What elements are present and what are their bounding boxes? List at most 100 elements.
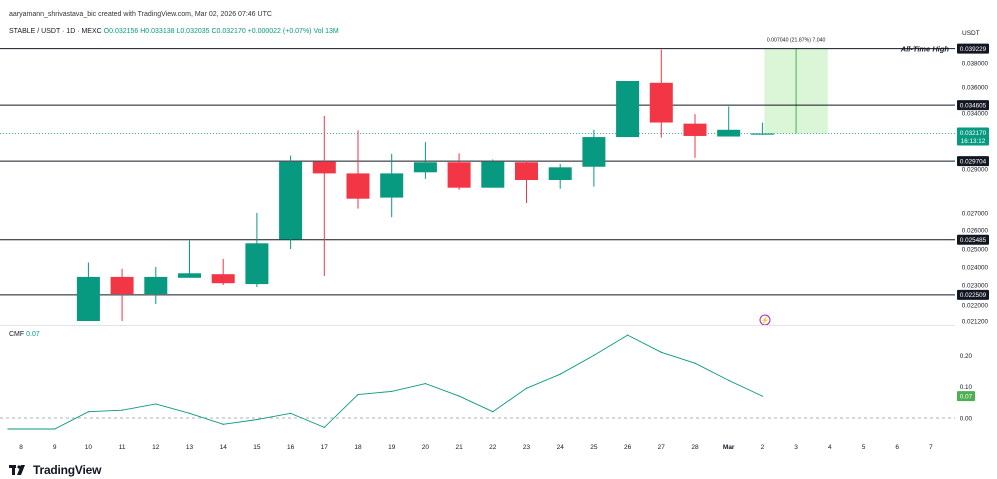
volume-label: Vol 13M xyxy=(313,28,339,35)
last-price-badge-text: 0.032170 xyxy=(960,130,987,137)
candle-body xyxy=(515,162,538,180)
level-price-badge xyxy=(957,289,989,300)
candle-body xyxy=(178,273,201,278)
cmf-point xyxy=(424,382,426,385)
time-axis-tick: 26 xyxy=(624,444,632,451)
cmf-point xyxy=(694,362,696,364)
candle-body xyxy=(110,276,134,294)
time-axis-tick: 9 xyxy=(53,444,57,451)
candle-body xyxy=(312,161,336,174)
time-axis-tick: 12 xyxy=(152,444,160,451)
cmf-name: CMF xyxy=(9,331,25,338)
time-axis-tick: 10 xyxy=(85,444,93,451)
time-axis-tick: 22 xyxy=(489,444,497,451)
cmf-point xyxy=(323,426,325,428)
cmf-line xyxy=(8,334,763,430)
price-axis-tick: 0.025000 xyxy=(962,247,989,254)
time-axis-tick: 7 xyxy=(929,444,933,451)
cmf-axis-tick: 0.20 xyxy=(960,353,973,360)
time-axis-tick: 6 xyxy=(895,444,899,451)
level-price-badge xyxy=(957,43,989,54)
cmf-point xyxy=(525,387,528,389)
level-price-badge-text: 0.039229 xyxy=(960,46,987,53)
candle-body xyxy=(717,129,741,137)
cmf-point xyxy=(256,418,258,421)
cmf-point xyxy=(458,395,460,397)
price-axis-tick: 0.029000 xyxy=(962,167,989,174)
cmf-legend: CMF 0.07 xyxy=(9,331,40,338)
candle-body xyxy=(413,162,437,173)
candle-body xyxy=(279,161,303,240)
price-axis-tick: 0.021200 xyxy=(962,319,989,326)
candle-body xyxy=(616,81,640,138)
time-axis-tick: 8 xyxy=(19,444,23,451)
time-axis-tick: 4 xyxy=(828,444,832,451)
price-axis-tick: 0.023000 xyxy=(962,283,989,290)
candle-body xyxy=(76,276,100,321)
symbol-label: STABLE / USDT · 1D · MEXC xyxy=(9,28,102,35)
time-axis-tick: 13 xyxy=(186,444,194,451)
cmf-axis-tick: 0.10 xyxy=(960,384,973,391)
candle-body xyxy=(380,173,404,198)
ohlc-values: O0.032156 H0.033138 L0.032035 C0.032170 … xyxy=(103,28,312,35)
tradingview-logo[interactable]: TradingView xyxy=(9,463,101,477)
time-axis-tick: Mar xyxy=(723,444,735,451)
last-price-badge xyxy=(957,127,989,146)
price-axis-tick: 0.034000 xyxy=(962,111,989,118)
time-axis-tick: 3 xyxy=(794,444,798,451)
cmf-value-badge xyxy=(957,391,975,402)
tradingview-logo-icon xyxy=(9,464,25,475)
time-axis-tick: 23 xyxy=(523,444,531,451)
price-axis-tick: 0.026000 xyxy=(962,228,989,235)
time-axis-tick: 16 xyxy=(287,444,295,451)
cmf-value: 0.07 xyxy=(26,331,40,338)
cmf-axis-tick: 0.00 xyxy=(960,416,973,423)
time-axis-tick: 27 xyxy=(658,444,666,451)
price-axis-tick: 0.036000 xyxy=(962,85,989,92)
time-axis-tick: 28 xyxy=(691,444,699,451)
candle-body xyxy=(346,173,370,199)
cmf-point xyxy=(728,379,730,382)
level-price-badge xyxy=(957,234,989,245)
tradingview-logo-text: TradingView xyxy=(33,463,102,477)
candle-body xyxy=(582,137,606,167)
time-axis-tick: 15 xyxy=(253,444,261,451)
candle-body xyxy=(447,162,471,188)
candle-body xyxy=(750,133,774,135)
time-axis-tick: 2 xyxy=(761,444,765,451)
candle-body xyxy=(211,274,235,284)
price-axis-tick: 0.038000 xyxy=(962,61,989,68)
level-price-badge-text: 0.034605 xyxy=(960,103,987,110)
time-axis-tick: 20 xyxy=(422,444,430,451)
cmf-point xyxy=(391,390,393,392)
cmf-point xyxy=(7,428,9,430)
level-price-badge xyxy=(957,156,989,167)
currency-label: USDT xyxy=(962,30,980,37)
cmf-point xyxy=(627,334,629,336)
level-price-badge-text: 0.029704 xyxy=(960,159,987,166)
time-axis-tick: 25 xyxy=(590,444,598,451)
time-axis-tick: 19 xyxy=(388,444,396,451)
panel-separator xyxy=(0,325,955,326)
lightning-icon: ⚡ xyxy=(761,316,770,325)
cmf-value-badge-text: 0.07 xyxy=(960,393,973,400)
candle-body xyxy=(481,161,505,188)
time-axis-tick: 18 xyxy=(354,444,362,451)
cmf-point xyxy=(121,409,123,411)
time-axis-tick: 5 xyxy=(862,444,866,451)
candle-body xyxy=(144,276,168,294)
author-line: aaryamann_shrivastava_bic created with T… xyxy=(9,11,272,18)
time-axis-tick: 17 xyxy=(321,444,329,451)
candle-body xyxy=(245,243,269,285)
cmf-point xyxy=(155,403,157,405)
cmf-point xyxy=(559,373,561,375)
cmf-point xyxy=(222,423,224,425)
candle-body xyxy=(649,82,673,123)
cmf-point xyxy=(492,411,494,413)
cmf-point xyxy=(593,354,595,356)
cmf-point xyxy=(87,411,89,413)
candle-body xyxy=(548,167,572,180)
level-price-badge xyxy=(957,100,989,111)
countdown-text: 16:13:12 xyxy=(961,138,986,145)
